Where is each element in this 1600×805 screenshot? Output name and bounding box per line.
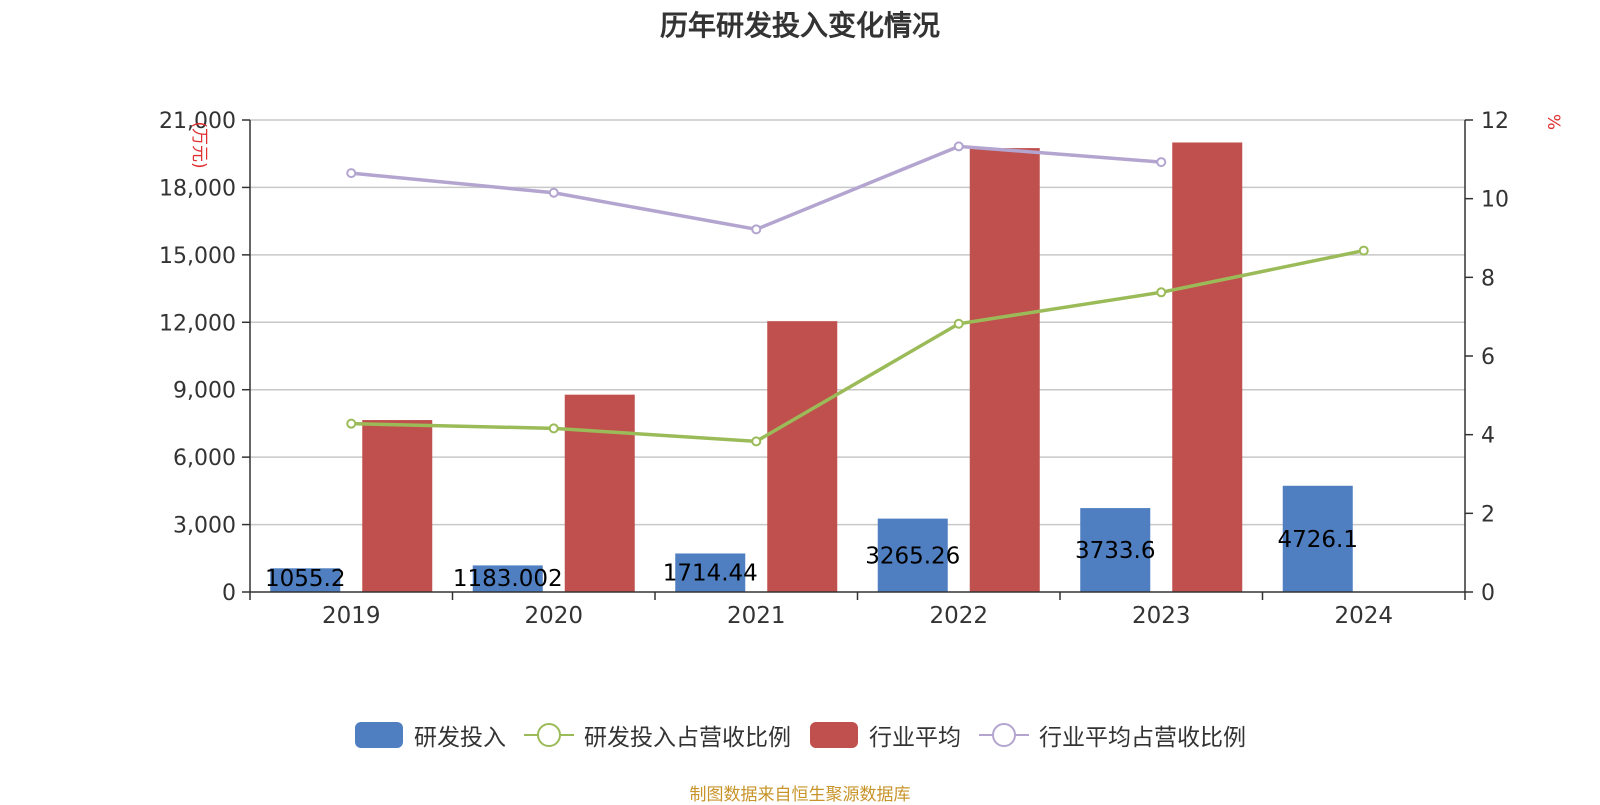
line-point <box>346 418 357 429</box>
x-axis-tick-label: 2022 <box>929 603 988 629</box>
left-axis-tick-label: 18,000 <box>159 176 236 201</box>
left-axis-tick-label: 9,000 <box>173 379 236 404</box>
bar-data-label: 3733.6 <box>1075 538 1155 564</box>
line-point <box>548 423 559 434</box>
right-axis-tick-label: 8 <box>1481 266 1495 291</box>
bar-industry-average <box>362 420 433 592</box>
line-point <box>1156 287 1167 298</box>
left-axis-tick-label: 6,000 <box>173 446 236 471</box>
axes: 0 3,000 6,000 9,000 12,000 15,000 18,000 21,000… <box>159 109 1563 629</box>
right-axis-tick-label: 2 <box>1481 502 1495 527</box>
legend-label: 行业平均占营收比例 <box>1039 725 1246 751</box>
x-axis-tick-label: 2024 <box>1334 603 1393 629</box>
left-axis-tick-label: 0 <box>222 581 236 606</box>
bar-industry-average <box>564 394 635 592</box>
bar-rd-investment <box>877 518 948 592</box>
line-point <box>548 187 559 198</box>
legend-label: 行业平均 <box>869 725 961 751</box>
line-point <box>751 436 762 447</box>
bar-data-label: 4726.1 <box>1278 527 1358 553</box>
line-layer <box>346 141 1369 447</box>
source-note: 制图数据来自恒生聚源数据库 <box>689 785 911 805</box>
left-axis-tick-label: 15,000 <box>159 244 236 269</box>
right-axis-tick-label: 4 <box>1481 424 1495 449</box>
bar-rd-investment <box>472 565 543 592</box>
right-axis-tick-label: 10 <box>1481 188 1509 213</box>
data-labels: 1055.2 1183.002 1714.44 3265.26 3733.6 4726.1 <box>265 527 1358 592</box>
series-line <box>351 248 1365 444</box>
bar-data-label: 1714.44 <box>663 561 758 587</box>
legend-item[interactable]: 行业平均占营收比例 <box>979 718 1246 752</box>
right-axis-unit: % <box>1543 114 1563 130</box>
bar-rd-investment <box>270 568 341 592</box>
legend-bar-swatch <box>355 722 403 748</box>
bar-data-label: 1183.002 <box>453 566 563 592</box>
bar-data-label: 1055.2 <box>265 566 345 592</box>
bar-rd-investment <box>1282 485 1353 592</box>
legend: 研发投入 研发投入占营收比例 行业平均 行业平均占营收比例 <box>0 718 1600 752</box>
right-axis-tick-label: 6 <box>1481 345 1495 370</box>
legend-line-swatch <box>524 723 574 747</box>
bar-industry-average <box>1172 142 1243 592</box>
bar-data-label: 3265.26 <box>865 543 960 569</box>
legend-item[interactable]: 研发投入占营收比例 <box>524 718 791 752</box>
x-axis-tick-label: 2020 <box>524 603 583 629</box>
left-axis-tick-label: 3,000 <box>173 514 236 539</box>
line-point <box>953 141 964 152</box>
legend-item[interactable]: 研发投入 <box>354 718 506 752</box>
legend-label: 研发投入占营收比例 <box>584 725 791 751</box>
line-point <box>953 318 964 329</box>
left-axis-unit: (万元) <box>189 121 209 168</box>
legend-bar-swatch <box>810 722 858 748</box>
bar-industry-average <box>767 321 838 592</box>
chart-title: 历年研发投入变化情况 <box>659 9 940 42</box>
bar-layer <box>270 142 1353 592</box>
line-point <box>1156 157 1167 168</box>
x-axis-tick-label: 2019 <box>322 603 381 629</box>
left-axis-tick-label: 21,000 <box>159 109 236 134</box>
left-axis-tick-label: 12,000 <box>159 311 236 336</box>
legend-item[interactable]: 行业平均 <box>809 718 961 752</box>
x-axis-tick-label: 2021 <box>727 603 786 629</box>
line-point <box>751 224 762 235</box>
right-axis-tick-label: 12 <box>1481 109 1509 134</box>
line-point <box>1358 245 1369 256</box>
legend-label: 研发投入 <box>414 725 506 751</box>
bar-rd-investment <box>1080 508 1151 592</box>
bar-industry-average <box>969 148 1040 592</box>
legend-line-swatch <box>979 723 1029 747</box>
bar-rd-investment <box>675 553 746 592</box>
line-point <box>346 168 357 179</box>
x-axis-tick-label: 2023 <box>1132 603 1191 629</box>
right-axis-tick-label: 0 <box>1481 581 1495 606</box>
